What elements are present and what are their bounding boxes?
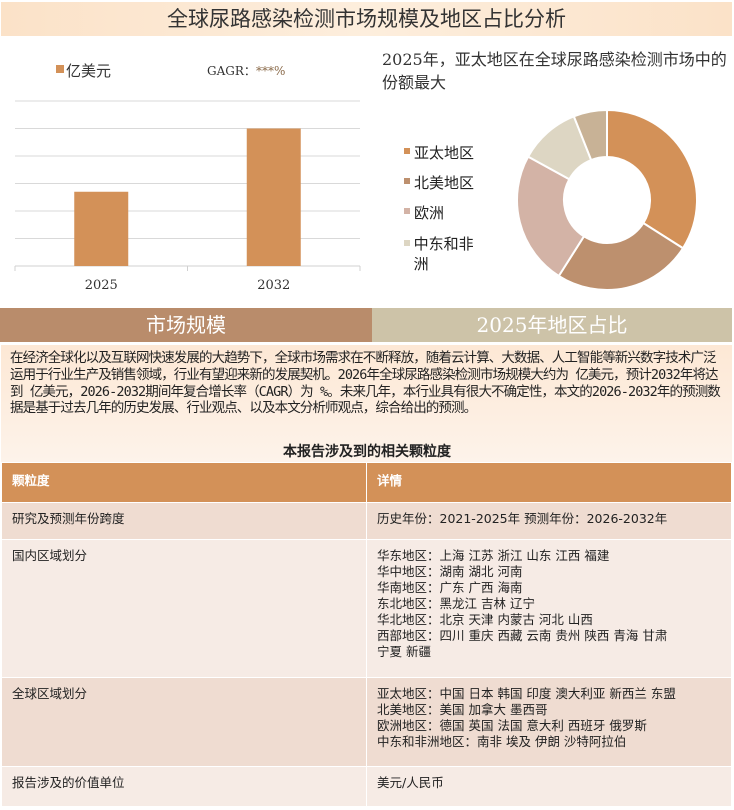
detail-line: 东北地区：黑龙江 吉林 辽宁 [377,596,535,611]
legend-label: 亚太地区 [414,144,475,162]
table-header: 颗粒度 详情 [1,462,732,503]
bar-2032 [246,128,301,266]
x-tick-label: 2032 [257,278,290,293]
row-label: 全球区域划分 [1,677,367,767]
legend-swatch [404,240,410,246]
detail-line: 宁夏 新疆 [377,644,431,659]
detail-line: 欧洲地区：德国 英国 法国 意大利 西班牙 俄罗斯 [377,718,647,733]
pie-legend: 亚太地区 北美地区 欧洲 中东和非洲 [404,138,484,274]
legend-label: 欧洲 [414,204,445,222]
legend-swatch [404,178,410,184]
cagr-label: GAGR： [207,64,256,78]
row-label: 报告涉及的价值单位 [1,766,367,807]
row-label: 研究及预测年份跨度 [1,502,367,540]
x-tick-label: 2025 [85,278,118,293]
legend-item: 北美地区 [404,168,484,198]
row-details: 亚太地区：中国 日本 韩国 印度 澳大利亚 新西兰 东盟 北美地区：美国 加拿大… [366,677,732,767]
detail-line: 西部地区：四川 重庆 西藏 云南 贵州 陕西 青海 甘肃 [377,628,668,643]
donut-chart [516,108,698,291]
legend-swatch [404,148,410,154]
detail-line: 亚太地区：中国 日本 韩国 印度 澳大利亚 新西兰 东盟 [377,686,676,701]
donut-slice-亚太地区 [606,108,698,250]
header-granularity: 颗粒度 [1,462,367,503]
detail-line: 历史年份：2021-2025年 预测年份：2026-2032年 [377,511,668,526]
bar-2025 [74,191,129,266]
row-details: 美元/人民币 [366,766,732,807]
section-market-size: 市场规模 [0,308,372,342]
detail-line: 美元/人民币 [377,775,444,790]
legend-label: 亿美元 [66,62,111,80]
table-title: 本报告涉及到的相关颗粒度 [283,444,451,460]
legend-label: 中东和非洲 [413,235,474,273]
detail-line: 华南地区：广东 广西 海南 [377,580,523,595]
cagr-value: ***% [256,64,285,78]
detail-line: 华北地区：北京 天津 内蒙古 河北 山西 [377,612,593,627]
legend-swatch [56,65,64,73]
bar-chart: 亿美元 GAGR： ***% 2025 2032 [14,62,361,293]
granularity-table: 颗粒度 详情 研究及预测年份跨度 历史年份：2021-2025年 预测年份：20… [1,462,732,807]
table-row: 报告涉及的价值单位 美元/人民币 [1,766,732,807]
legend-label: 北美地区 [414,174,475,192]
detail-line: 中东和非洲地区：南非 埃及 伊朗 沙特阿拉伯 [377,734,627,749]
pie-title: 2025年，亚太地区在全球尿路感染检测市场中的份额最大 [382,50,727,92]
section-region-share: 2025年地区占比 [372,308,732,342]
legend-item: 中东和非洲 [404,234,484,274]
table-row: 全球区域划分 亚太地区：中国 日本 韩国 印度 澳大利亚 新西兰 东盟 北美地区… [1,677,732,767]
donut-slice-欧洲 [516,155,586,278]
row-details: 华东地区：上海 江苏 浙江 山东 江西 福建 华中地区：湖南 湖北 河南 华南地… [366,539,732,678]
page-title: 全球尿路感染检测市场规模及地区占比分析 [1,2,732,36]
row-details: 历史年份：2021-2025年 预测年份：2026-2032年 [366,502,732,540]
row-label: 国内区域划分 [1,539,367,678]
detail-line: 华中地区：湖南 湖北 河南 [377,564,523,579]
donut-slice [572,108,608,162]
donut-slice-北美地区 [557,221,685,291]
table-row: 国内区域划分 华东地区：上海 江苏 浙江 山东 江西 福建 华中地区：湖南 湖北… [1,539,732,678]
intro-text: 在经济全球化以及互联网快速发展的大趋势下，全球市场需求在不断释放，随着云计算、大… [1,345,732,462]
header-details: 详情 [366,462,732,503]
legend-swatch [404,208,410,214]
detail-line: 华东地区：上海 江苏 浙江 山东 江西 福建 [377,548,610,563]
legend-item: 欧洲 [404,198,484,228]
detail-line: 北美地区：美国 加拿大 墨西哥 [377,702,548,717]
legend-item: 亚太地区 [404,138,484,168]
table-row: 研究及预测年份跨度 历史年份：2021-2025年 预测年份：2026-2032… [1,502,732,540]
